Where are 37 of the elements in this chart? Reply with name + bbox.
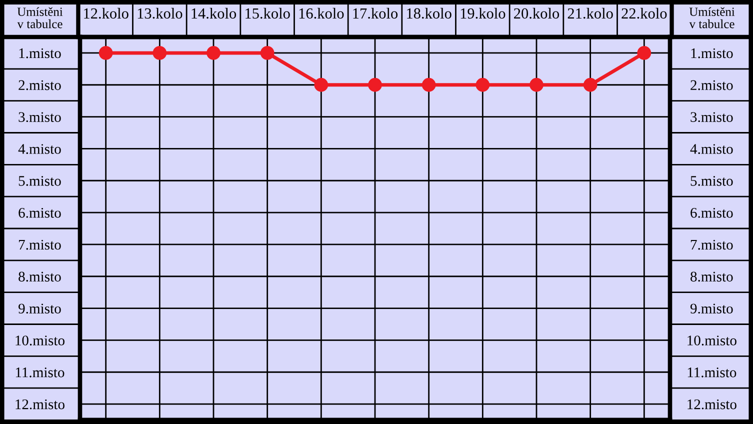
y2-tick-label: 11.misto [688, 368, 736, 378]
y-tick-label: 6.misto [18, 208, 61, 218]
y2-tick-label: 3.misto [690, 112, 733, 122]
y-tick-label: 5.misto [18, 176, 61, 186]
y2-axis-title: Umístěni v tabulce [689, 7, 735, 28]
x-tick-label: 13.kolo [138, 8, 182, 19]
y2-tick-label: 5.misto [690, 176, 733, 186]
y-tick-label: 7.misto [19, 240, 61, 250]
y2-tick-label: 7.misto [690, 240, 733, 250]
y2-tick-label: 9.misto [690, 304, 733, 314]
y2-tick-label: 10.misto [688, 336, 736, 346]
y2-tick-label: 12.misto [688, 399, 736, 410]
y-tick-label: 2.misto [18, 80, 61, 90]
y2-tick-label: 4.misto [690, 144, 733, 154]
x-tick-label: 18.kolo [407, 8, 452, 19]
y-tick-label: 12.misto [16, 399, 64, 410]
y-tick-label: 11.misto [16, 368, 64, 378]
x-tick-label: 19.kolo [460, 8, 506, 19]
y-axis-title: Umístěni v tabulce [17, 7, 63, 28]
y-tick-label: 3.misto [18, 112, 61, 122]
y2-tick-label: 8.misto [690, 272, 733, 282]
y2-tick-label: 2.misto [690, 80, 733, 90]
x-tick-label: 20.kolo [514, 8, 560, 19]
y-tick-label: 8.misto [18, 272, 61, 282]
y2-tick-label: 1.misto [691, 48, 733, 58]
x-tick-label: 14.kolo [192, 8, 236, 19]
x-tick-label: 22.kolo [622, 8, 667, 19]
y-tick-label: 9.misto [18, 304, 61, 314]
y-tick-label: 10.misto [16, 336, 64, 346]
x-tick-label: 17.kolo [353, 8, 398, 19]
x-tick-label: 16.kolo [299, 8, 344, 19]
x-tick-label: 15.kolo [246, 8, 290, 19]
x-tick-label: 12.kolo [84, 8, 128, 19]
x-tick-label: 21.kolo [568, 8, 613, 19]
y-tick-label: 4.misto [18, 144, 61, 154]
y-tick-label: 1.misto [19, 48, 61, 58]
y2-tick-label: 6.misto [690, 208, 733, 218]
